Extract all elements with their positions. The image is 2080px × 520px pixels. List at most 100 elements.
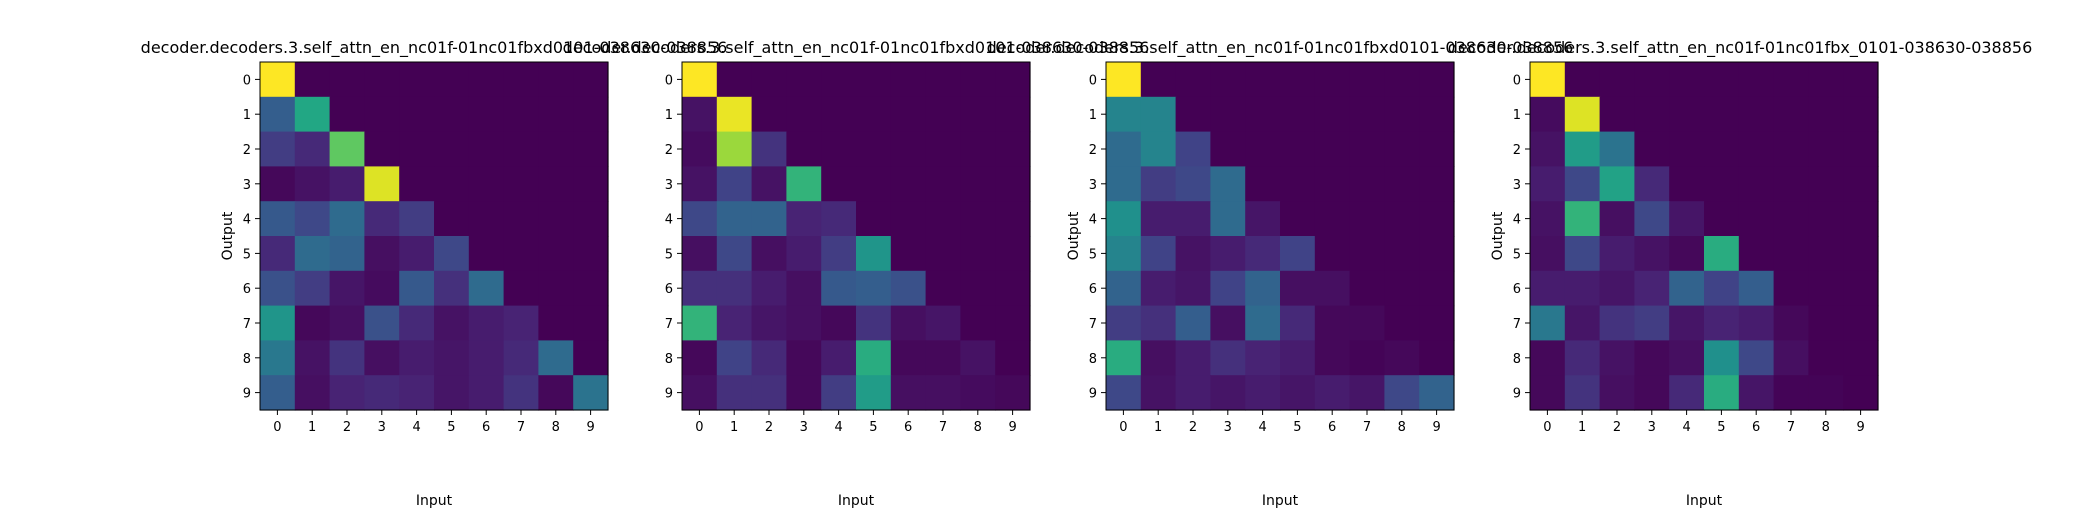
heatmap-cell (856, 270, 892, 307)
heatmap-cell (329, 340, 365, 376)
x-tick-label: 1 (308, 420, 316, 435)
heatmap-cell (786, 201, 822, 237)
heatmap-cell (821, 270, 857, 307)
heatmap-cell (294, 375, 331, 411)
heatmap-cell (1704, 96, 1740, 133)
heatmap-cell (1564, 236, 1601, 272)
heatmap-cell (1843, 305, 1879, 341)
heatmap-cell (682, 305, 718, 341)
heatmap-cell (1599, 201, 1635, 237)
heatmap-cell (925, 62, 961, 98)
heatmap-cell (856, 131, 892, 167)
heatmap-panel-4: decoder.decoders.3.self_attn_en_nc01f-01… (1448, 38, 2033, 509)
heatmap-cell (890, 340, 927, 376)
heatmap-cell (1349, 96, 1385, 133)
y-tick-label: 9 (1089, 387, 1097, 402)
heatmap-cell (399, 305, 435, 341)
heatmap-cell (995, 236, 1031, 272)
heatmap-cell (364, 305, 400, 341)
heatmap-cell (1384, 201, 1420, 237)
heatmap-cell (1384, 236, 1420, 272)
heatmap-cell (1738, 131, 1775, 167)
heatmap-cell (329, 166, 365, 202)
heatmap-cells (260, 62, 609, 411)
heatmap-cell (1808, 270, 1844, 307)
heatmap-cell (434, 236, 470, 272)
heatmap-cell (434, 96, 470, 133)
x-tick-label: 5 (869, 420, 877, 435)
heatmap-cell (1773, 270, 1809, 307)
heatmap-cell (1669, 340, 1705, 376)
heatmap-cell (1210, 236, 1246, 272)
heatmap-cell (503, 131, 539, 167)
heatmap-cell (1314, 305, 1351, 341)
heatmap-cell (1384, 375, 1420, 411)
heatmap-cell (1564, 62, 1601, 98)
y-tick-label: 7 (1089, 317, 1097, 332)
heatmap-cell (1349, 305, 1385, 341)
heatmap-cell (434, 375, 470, 411)
heatmap-cell (821, 96, 857, 133)
heatmap-cell (1384, 305, 1420, 341)
heatmap-cell (1704, 131, 1740, 167)
heatmap-cell (890, 236, 927, 272)
heatmap-cell (1773, 340, 1809, 376)
heatmap-cell (1634, 340, 1670, 376)
heatmap-cell (1419, 270, 1455, 307)
x-axis: 0 1 2 3 4 5 6 7 8 9 (1119, 410, 1441, 435)
y-tick-label: 6 (1513, 282, 1521, 297)
heatmap-cell (716, 375, 753, 411)
heatmap-cell (294, 166, 331, 202)
heatmap-cell (364, 131, 400, 167)
heatmap-cell (960, 62, 996, 98)
x-tick-label: 9 (1432, 420, 1440, 435)
heatmap-cell (1530, 201, 1566, 237)
heatmap-cell (925, 201, 961, 237)
heatmap-cell (1419, 166, 1455, 202)
chart-title: decoder.decoders.3.self_attn_en_nc01f-01… (141, 38, 728, 58)
heatmap-cell (399, 340, 435, 376)
heatmap-cell (925, 270, 961, 307)
heatmap-cell (1530, 131, 1566, 167)
heatmap-cell (995, 305, 1031, 341)
heatmap-cell (1564, 131, 1601, 167)
x-tick-label: 0 (1543, 420, 1551, 435)
heatmap-cell (329, 131, 365, 167)
heatmap-cell (573, 340, 609, 376)
heatmap-cell (856, 166, 892, 202)
y-tick-label: 4 (243, 213, 251, 228)
heatmap-cell (538, 62, 574, 98)
heatmap-cell (960, 340, 996, 376)
heatmap-cell (573, 131, 609, 167)
x-tick-label: 8 (1822, 420, 1830, 435)
heatmap-cell (925, 375, 961, 411)
heatmap-cell (573, 201, 609, 237)
heatmap-cell (856, 305, 892, 341)
heatmap-cell (716, 270, 753, 307)
heatmap-cell (1808, 62, 1844, 98)
heatmap-cell (1106, 270, 1142, 307)
heatmap-cell (1349, 236, 1385, 272)
y-tick-label: 8 (665, 352, 673, 367)
x-tick-label: 7 (1787, 420, 1795, 435)
heatmap-cell (1314, 166, 1351, 202)
x-tick-label: 2 (765, 420, 773, 435)
x-axis-label: Input (1262, 493, 1299, 509)
heatmap-cell (1738, 305, 1775, 341)
heatmap-cell (1599, 236, 1635, 272)
heatmap-cell (468, 340, 505, 376)
heatmap-cell (1634, 131, 1670, 167)
heatmap-cell (786, 62, 822, 98)
y-axis: 0 1 2 3 4 5 6 7 8 9 (1513, 73, 1530, 402)
heatmap-cell (682, 375, 718, 411)
heatmap-cell (1599, 305, 1635, 341)
heatmap-cell (786, 96, 822, 133)
heatmap-cell (538, 236, 574, 272)
heatmap-cell (1245, 166, 1281, 202)
heatmap-cell (1564, 305, 1601, 341)
heatmap-cell (682, 62, 718, 98)
heatmap-cell (1738, 340, 1775, 376)
heatmap-cell (1245, 201, 1281, 237)
heatmap-cell (294, 62, 331, 98)
